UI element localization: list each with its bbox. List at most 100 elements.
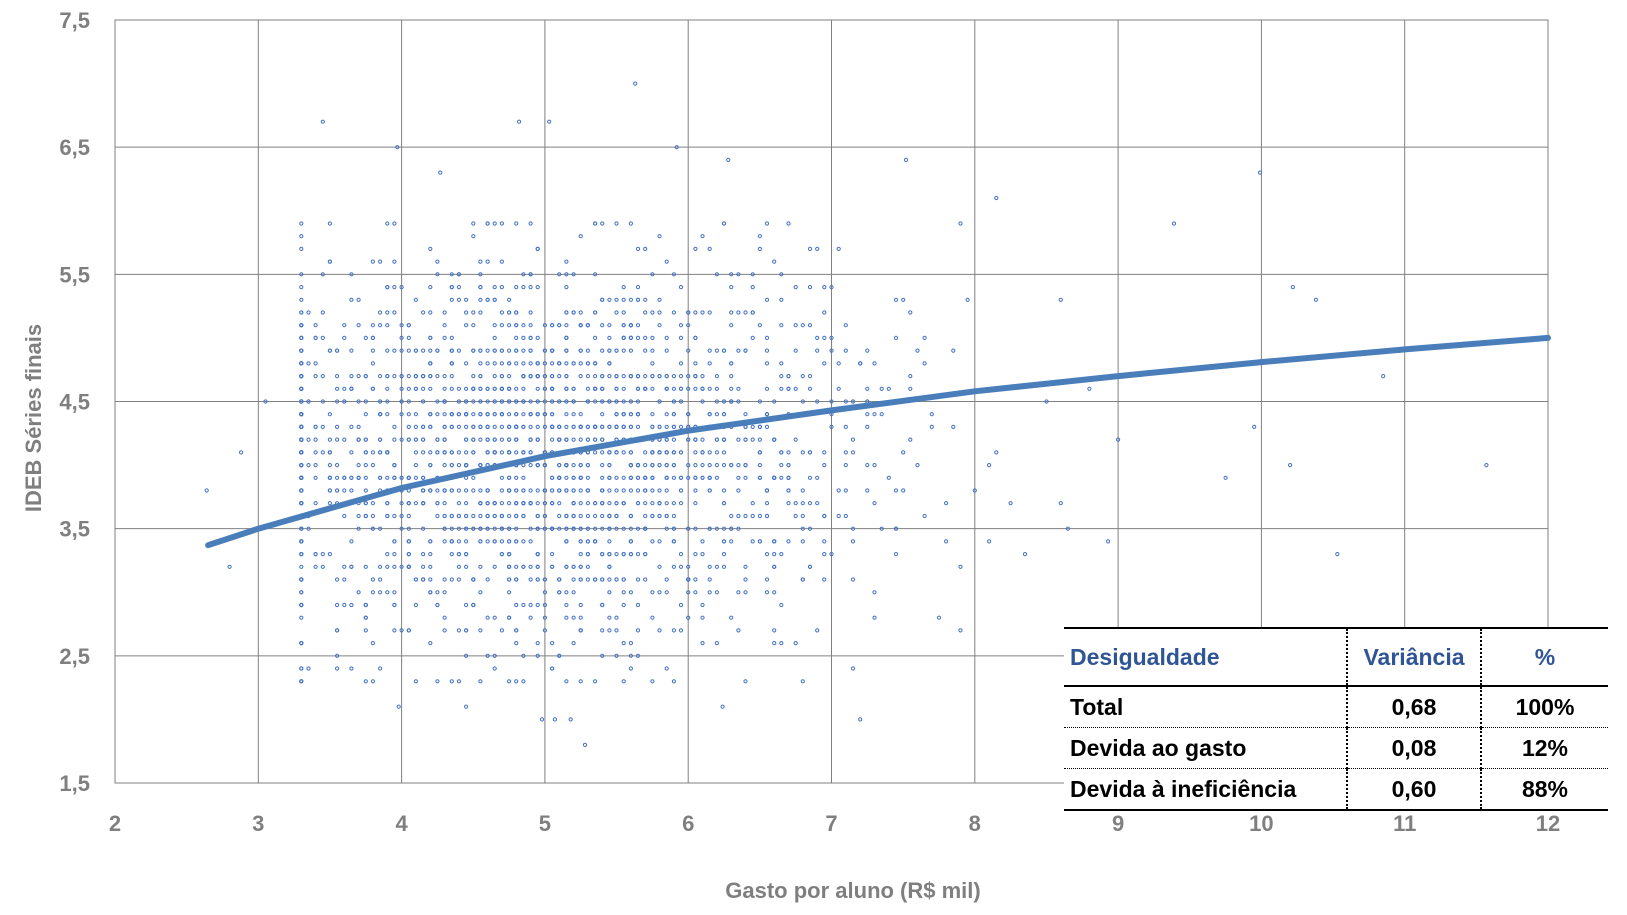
scatter-point xyxy=(693,374,698,379)
scatter-point xyxy=(607,501,612,506)
scatter-point xyxy=(507,399,512,404)
scatter-point xyxy=(392,348,397,353)
scatter-point xyxy=(370,361,375,366)
scatter-point xyxy=(363,437,368,442)
scatter-point xyxy=(635,297,641,302)
scatter-point xyxy=(582,742,588,748)
scatter-point xyxy=(306,437,311,442)
scatter-point xyxy=(621,399,626,404)
scatter-point xyxy=(578,310,583,315)
scatter-point xyxy=(664,513,669,519)
scatter-point xyxy=(657,488,662,493)
scatter-point xyxy=(399,437,404,442)
scatter-point xyxy=(507,323,512,328)
scatter-point xyxy=(1106,539,1111,544)
scatter-point xyxy=(557,501,562,506)
scatter-point xyxy=(879,412,884,417)
scatter-point xyxy=(750,424,755,429)
scatter-point xyxy=(399,526,404,531)
scatter-point xyxy=(478,590,483,595)
scatter-point xyxy=(299,679,304,684)
scatter-point xyxy=(707,361,712,366)
scatter-point xyxy=(395,145,400,150)
scatter-point xyxy=(643,246,648,251)
scatter-point xyxy=(686,577,691,582)
scatter-point xyxy=(542,361,548,366)
scatter-point xyxy=(657,628,662,633)
row-label: Devida à ineficiência xyxy=(1064,768,1347,811)
scatter-point xyxy=(678,323,684,328)
scatter-point xyxy=(700,386,705,391)
scatter-point xyxy=(521,475,526,480)
scatter-point xyxy=(858,717,863,722)
scatter-point xyxy=(621,297,626,302)
scatter-point xyxy=(657,450,662,455)
scatter-point xyxy=(807,475,813,480)
scatter-point xyxy=(707,463,712,468)
scatter-point xyxy=(514,539,519,544)
scatter-point xyxy=(628,335,634,340)
scatter-point xyxy=(442,412,447,417)
scatter-point xyxy=(313,564,318,569)
scatter-point xyxy=(643,348,648,353)
scatter-point xyxy=(306,526,311,531)
scatter-point xyxy=(772,564,777,569)
scatter-point xyxy=(370,641,375,646)
scatter-point xyxy=(485,526,490,531)
scatter-point xyxy=(528,285,533,290)
scatter-point xyxy=(736,310,741,315)
scatter-point xyxy=(571,310,576,315)
table-row: Devida à ineficiência 0,60 88% xyxy=(1064,768,1608,811)
scatter-point xyxy=(413,602,418,608)
scatter-point xyxy=(578,564,583,569)
scatter-point xyxy=(514,412,519,417)
scatter-point xyxy=(585,539,591,544)
scatter-point xyxy=(485,424,490,429)
scatter-point xyxy=(299,246,304,251)
scatter-point xyxy=(335,463,340,468)
scatter-point xyxy=(399,323,404,328)
scatter-point xyxy=(700,539,705,544)
scatter-point xyxy=(514,577,519,582)
scatter-point xyxy=(650,272,655,277)
scatter-point xyxy=(650,348,655,353)
scatter-point xyxy=(607,488,612,493)
scatter-point xyxy=(342,399,347,404)
scatter-point xyxy=(607,552,612,557)
scatter-point xyxy=(313,463,318,468)
row-label: Total xyxy=(1064,686,1347,728)
scatter-point xyxy=(635,526,641,531)
scatter-point xyxy=(471,488,476,493)
scatter-point xyxy=(614,221,619,226)
scatter-point xyxy=(528,463,533,468)
scatter-point xyxy=(550,666,555,671)
scatter-point xyxy=(385,323,390,328)
scatter-point xyxy=(614,526,619,531)
scatter-point xyxy=(399,374,404,379)
scatter-point xyxy=(764,488,770,493)
scatter-point xyxy=(442,615,447,620)
scatter-point xyxy=(547,119,552,124)
y-tick-label: 7,5 xyxy=(59,8,90,33)
scatter-point xyxy=(335,653,340,658)
scatter-point xyxy=(786,475,791,480)
scatter-point xyxy=(807,386,813,391)
scatter-point xyxy=(478,412,483,417)
scatter-point xyxy=(578,513,583,519)
scatter-point xyxy=(478,348,483,353)
scatter-point xyxy=(370,501,375,506)
scatter-point xyxy=(413,412,418,417)
scatter-point xyxy=(750,437,755,442)
scatter-point xyxy=(1288,463,1293,468)
scatter-point xyxy=(822,463,827,468)
scatter-point xyxy=(908,437,913,442)
scatter-point xyxy=(396,704,401,709)
scatter-point xyxy=(299,590,304,595)
scatter-point xyxy=(442,590,447,595)
scatter-point xyxy=(327,221,332,226)
scatter-point xyxy=(449,513,454,519)
scatter-point xyxy=(721,450,727,455)
scatter-point xyxy=(507,552,512,557)
scatter-point xyxy=(550,641,555,646)
scatter-point xyxy=(299,450,304,455)
